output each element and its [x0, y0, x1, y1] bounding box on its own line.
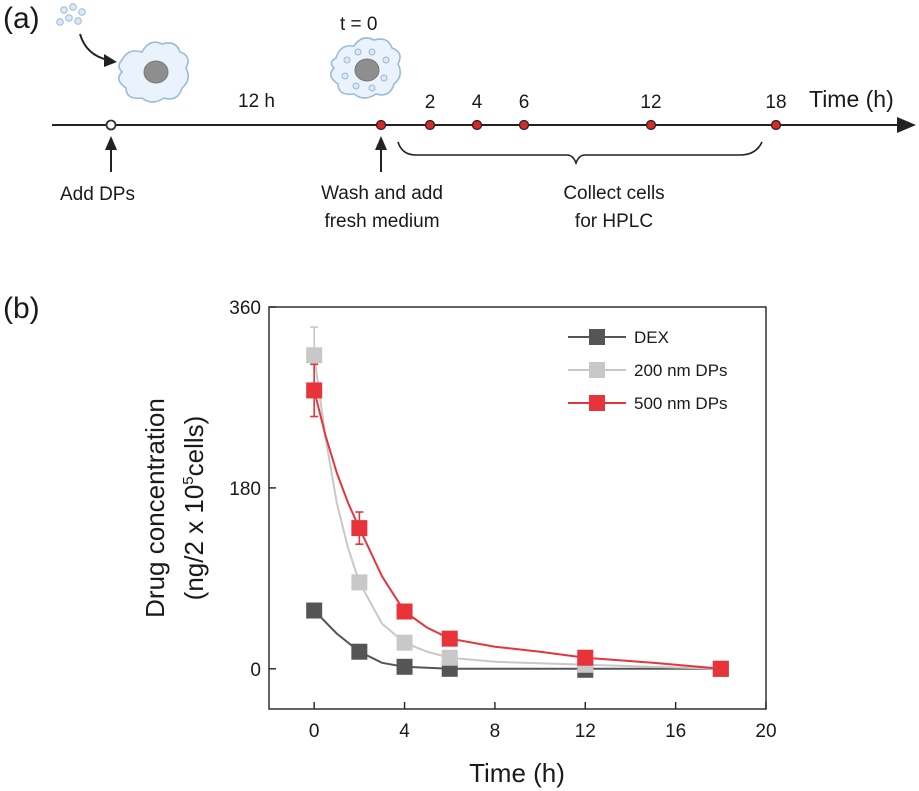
data-point [351, 520, 368, 537]
timeline-axis-label: Time (h) [809, 86, 894, 112]
collect-tick-label: 2 [425, 92, 436, 113]
sampling-marker [770, 119, 782, 131]
x-tick-label: 16 [665, 721, 686, 742]
up-arrow-icon [375, 136, 387, 172]
data-point [396, 658, 413, 675]
data-point [351, 643, 368, 660]
x-tick-label: 0 [309, 721, 320, 742]
data-point [712, 660, 729, 677]
particles-icon [56, 3, 86, 26]
y-axis-label-line1: Drug concentration [140, 398, 170, 618]
sampling-marker [375, 119, 387, 131]
legend-swatch-marker [589, 329, 605, 345]
add-dps-marker [105, 119, 117, 131]
data-point [306, 382, 323, 399]
sampling-marker [645, 119, 657, 131]
timeline-arrowhead-icon [897, 117, 916, 133]
panel-b: (b) 0 180 360 0 4 8 12 16 20 DEX 200 nm DPs 500 n… [3, 292, 777, 788]
wash-label-line1: Wash and add [321, 183, 443, 204]
curved-arrowhead-icon [104, 54, 117, 67]
series-fit-line [313, 355, 721, 670]
y-tick-label: 0 [250, 660, 261, 681]
data-point [306, 602, 323, 619]
data-points [306, 347, 729, 678]
y-tick-label: 180 [229, 479, 261, 500]
data-point [351, 574, 368, 591]
y-axis-label-line2: (ng/2 x 105cells) [179, 416, 209, 601]
panel-b-label: (b) [3, 292, 40, 325]
panel-a-label: (a) [3, 2, 40, 35]
data-point [441, 630, 458, 647]
data-point [577, 649, 594, 666]
data-point [396, 634, 413, 651]
up-arrow-icon [105, 136, 117, 172]
collect-label-line1: Collect cells [563, 183, 664, 204]
y-axis-label-pre: (ng/2 x 10 [179, 485, 209, 601]
cell-icon [118, 41, 190, 103]
interval-label: 12 h [238, 91, 275, 112]
legend-label: 200 nm DPs [634, 361, 728, 380]
sampling-marker [471, 119, 483, 131]
y-axis-label-sup: 5 [180, 476, 197, 484]
wash-label-line2: fresh medium [324, 211, 439, 232]
series-fit-line [313, 609, 721, 670]
y-tick-label: 360 [229, 298, 261, 319]
data-point [396, 603, 413, 620]
error-bars [310, 326, 409, 619]
x-tick-label: 4 [399, 721, 410, 742]
collect-tick-label: 4 [472, 92, 483, 113]
x-tick-label: 20 [755, 721, 776, 742]
collect-label-line2: for HPLC [575, 211, 653, 232]
x-axis-ticks: 0 4 8 12 16 20 [309, 702, 777, 742]
sampling-marker [424, 119, 436, 131]
add-dps-label: Add DPs [60, 184, 135, 205]
legend-entry: 200 nm DPs [568, 361, 728, 380]
x-tick-label: 12 [575, 721, 596, 742]
timeline-markers [375, 119, 782, 131]
legend: DEX 200 nm DPs 500 nm DPs [568, 328, 728, 413]
legend-swatch-marker [589, 362, 605, 378]
sampling-marker [518, 119, 530, 131]
x-axis-label: Time (h) [469, 758, 565, 788]
loaded-cell-icon [330, 37, 402, 99]
legend-label: DEX [634, 328, 669, 347]
legend-label: 500 nm DPs [634, 394, 728, 413]
collection-brace [397, 141, 763, 166]
legend-entry: DEX [568, 328, 669, 347]
collect-tick-label: 6 [519, 92, 530, 113]
panel-a: (a) t = 0 12 h Time [3, 2, 916, 232]
collect-tick-label: 18 [765, 92, 786, 113]
data-point [441, 649, 458, 666]
plot-frame [268, 306, 767, 710]
x-tick-label: 8 [490, 721, 501, 742]
legend-swatch-marker [589, 395, 605, 411]
t0-label: t = 0 [340, 14, 378, 35]
series-fit-line [313, 390, 721, 670]
y-axis-ticks: 0 180 360 [229, 298, 276, 681]
curved-arrow-icon [79, 33, 109, 61]
collect-tick-label: 12 [640, 92, 661, 113]
y-axis-label-post: cells) [179, 416, 209, 477]
data-point [306, 347, 323, 364]
legend-entry: 500 nm DPs [568, 394, 728, 413]
